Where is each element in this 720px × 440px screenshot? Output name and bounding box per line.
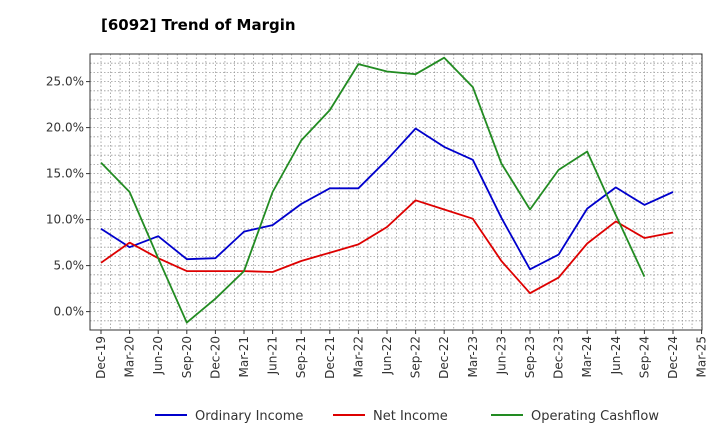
- series-lines: [100, 56, 674, 324]
- x-tick-label: Jun-23: [494, 336, 508, 375]
- x-tick-label: Jun-22: [380, 336, 394, 375]
- x-axis-ticks: Dec-19 Mar-20 Jun-20 Sep-20 Dec-20 Mar-21 Jun-…: [94, 330, 709, 379]
- x-tick-label: Dec-22: [437, 336, 451, 379]
- x-tick-label: Mar-24: [580, 336, 594, 377]
- y-tick-label: 0.0%: [54, 305, 85, 319]
- y-tick-label: 15.0%: [46, 167, 84, 181]
- x-tick-label: Dec-21: [323, 336, 337, 379]
- x-tick-label: Mar-22: [351, 336, 365, 377]
- x-tick-label: Sep-22: [409, 336, 423, 378]
- legend: Ordinary Income Net Income Operating Cashf…: [155, 409, 659, 424]
- x-tick-label: Dec-20: [208, 336, 222, 379]
- x-tick-label: Sep-21: [294, 336, 308, 378]
- y-tick-label: 25.0%: [46, 75, 84, 89]
- y-tick-label: 10.0%: [46, 213, 84, 227]
- x-tick-label: Mar-21: [237, 336, 251, 377]
- plot-frame: [89, 53, 703, 331]
- x-tick-label: Dec-23: [552, 336, 566, 379]
- x-tick-label: Sep-24: [637, 336, 651, 378]
- series-line-net-income: [100, 199, 674, 295]
- x-tick-label: Mar-23: [466, 336, 480, 377]
- x-tick-label: Mar-20: [123, 336, 137, 377]
- x-tick-label: Jun-20: [151, 336, 165, 375]
- legend-label: Net Income: [373, 409, 448, 424]
- x-tick-label: Jun-24: [609, 336, 623, 375]
- x-tick-label: Dec-24: [666, 336, 680, 379]
- series-line-operating-cashflow: [100, 56, 646, 324]
- series-line-ordinary-income: [100, 127, 674, 271]
- y-axis-ticks: 0.0% 5.0% 10.0% 15.0% 20.0% 25.0%: [46, 75, 90, 319]
- x-tick-label: Jun-21: [266, 336, 280, 375]
- x-tick-label: Mar-25: [695, 336, 709, 377]
- legend-label: Operating Cashflow: [531, 409, 659, 424]
- x-tick-label: Dec-19: [94, 336, 108, 379]
- x-tick-label: Sep-23: [523, 336, 537, 378]
- y-tick-label: 5.0%: [54, 259, 85, 273]
- chart-title: [6092] Trend of Margin: [101, 16, 296, 34]
- x-tick-label: Sep-20: [180, 336, 194, 378]
- y-tick-label: 20.0%: [46, 121, 84, 135]
- legend-label: Ordinary Income: [195, 409, 303, 424]
